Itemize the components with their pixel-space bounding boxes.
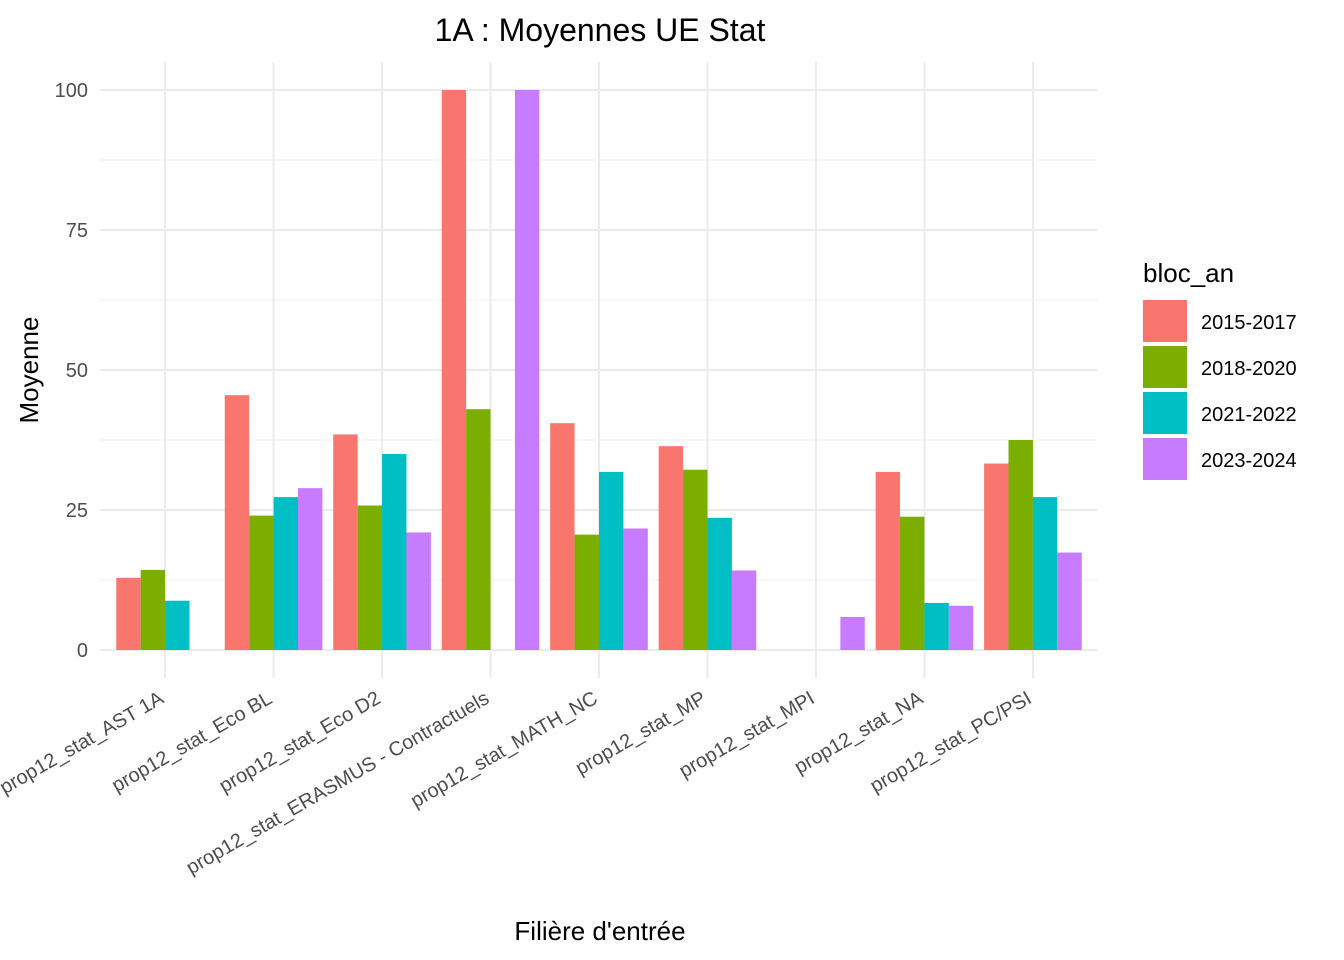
y-tick-label: 0 (77, 640, 88, 662)
bar (333, 434, 358, 650)
bar (165, 600, 190, 650)
legend-title: bloc_an (1143, 258, 1234, 288)
y-tick-label: 75 (66, 220, 88, 242)
legend-label: 2018-2020 (1201, 358, 1297, 380)
bar (441, 90, 467, 650)
bar (984, 463, 1009, 650)
bar (382, 454, 407, 650)
legend-label: 2015-2017 (1201, 312, 1297, 334)
y-axis-title: Moyenne (14, 317, 44, 424)
bar (574, 534, 599, 650)
bar (658, 446, 684, 650)
legend: bloc_an 2015-2017 2018-2020 2021-2022 2023-… (1143, 258, 1297, 480)
bar (1032, 497, 1058, 650)
bar (116, 577, 141, 650)
legend-swatch (1143, 392, 1187, 434)
bar (273, 497, 298, 650)
bar (357, 505, 383, 650)
bar (514, 90, 540, 650)
bar (623, 528, 648, 650)
y-tick-label: 25 (66, 500, 88, 522)
bar (297, 488, 323, 650)
bar (924, 602, 949, 650)
bar (466, 409, 491, 650)
bar (948, 605, 974, 650)
bars (116, 90, 1082, 650)
bar (249, 515, 274, 650)
y-tick-label: 100 (55, 80, 88, 102)
legend-swatch (1143, 346, 1187, 388)
bar (599, 471, 624, 650)
legend-label: 2021-2022 (1201, 404, 1297, 426)
bar (683, 469, 708, 650)
legend-swatch (1143, 438, 1187, 480)
y-tick-label: 50 (66, 360, 88, 382)
bar (550, 423, 575, 650)
chart-title: 1A : Moyennes UE Stat (435, 12, 766, 48)
bar (224, 395, 250, 650)
x-axis-title: Filière d'entrée (514, 916, 685, 946)
bar (1008, 440, 1033, 650)
bar (840, 616, 865, 650)
bar (875, 471, 901, 650)
legend-label: 2023-2024 (1201, 450, 1297, 472)
bar (900, 516, 925, 650)
bar (140, 569, 166, 650)
bar (707, 517, 732, 650)
legend-swatch (1143, 300, 1187, 342)
x-tick-label: prop12_stat_MATH_NC (407, 687, 602, 812)
bar (1057, 552, 1082, 650)
bar (406, 532, 431, 650)
y-axis-ticks: 0 25 50 75 100 (55, 80, 88, 662)
bar (731, 570, 757, 650)
